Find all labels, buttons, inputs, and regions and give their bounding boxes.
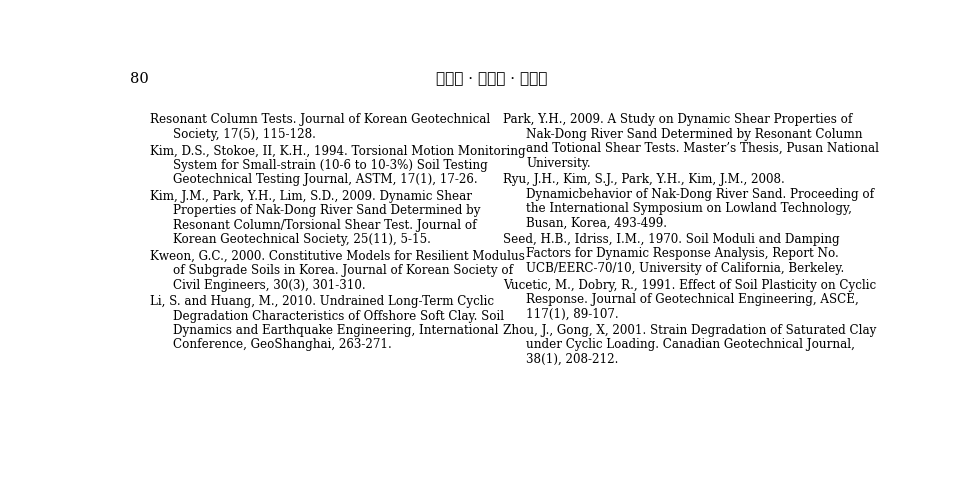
Text: 80: 80 bbox=[129, 72, 149, 86]
Text: Civil Engineers, 30(3), 301-310.: Civil Engineers, 30(3), 301-310. bbox=[174, 278, 366, 291]
Text: Ryu, J.H., Kim, S.J., Park, Y.H., Kim, J.M., 2008.: Ryu, J.H., Kim, S.J., Park, Y.H., Kim, J… bbox=[503, 173, 784, 186]
Text: 117(1), 89-107.: 117(1), 89-107. bbox=[526, 307, 620, 320]
Text: Resonant Column/Torsional Shear Test. Journal of: Resonant Column/Torsional Shear Test. Jo… bbox=[174, 219, 477, 232]
Text: Seed, H.B., Idriss, I.M., 1970. Soil Moduli and Damping: Seed, H.B., Idriss, I.M., 1970. Soil Mod… bbox=[503, 233, 839, 246]
Text: Kim, J.M., Park, Y.H., Lim, S.D., 2009. Dynamic Shear: Kim, J.M., Park, Y.H., Lim, S.D., 2009. … bbox=[150, 190, 472, 203]
Text: of Subgrade Soils in Korea. Journal of Korean Society of: of Subgrade Soils in Korea. Journal of K… bbox=[174, 264, 513, 277]
Text: Li, S. and Huang, M., 2010. Undrained Long-Term Cyclic: Li, S. and Huang, M., 2010. Undrained Lo… bbox=[150, 295, 494, 308]
Text: Park, Y.H., 2009. A Study on Dynamic Shear Properties of: Park, Y.H., 2009. A Study on Dynamic She… bbox=[503, 114, 852, 126]
Text: Vucetic, M., Dobry, R., 1991. Effect of Soil Plasticity on Cyclic: Vucetic, M., Dobry, R., 1991. Effect of … bbox=[503, 278, 876, 291]
Text: Geotechnical Testing Journal, ASTM, 17(1), 17-26.: Geotechnical Testing Journal, ASTM, 17(1… bbox=[174, 173, 478, 186]
Text: University.: University. bbox=[526, 156, 591, 170]
Text: Zhou, J., Gong, X, 2001. Strain Degradation of Saturated Clay: Zhou, J., Gong, X, 2001. Strain Degradat… bbox=[503, 324, 876, 337]
Text: Nak-Dong River Sand Determined by Resonant Column: Nak-Dong River Sand Determined by Resona… bbox=[526, 128, 863, 141]
Text: Society, 17(5), 115-128.: Society, 17(5), 115-128. bbox=[174, 128, 316, 141]
Text: Korean Geotechnical Society, 25(11), 5-15.: Korean Geotechnical Society, 25(11), 5-1… bbox=[174, 233, 432, 246]
Text: UCB/EERC-70/10, University of California, Berkeley.: UCB/EERC-70/10, University of California… bbox=[526, 262, 845, 275]
Text: Kim, D.S., Stokoe, II, K.H., 1994. Torsional Motion Monitoring: Kim, D.S., Stokoe, II, K.H., 1994. Torsi… bbox=[150, 144, 526, 157]
Text: Degradation Characteristics of Offshore Soft Clay. Soil: Degradation Characteristics of Offshore … bbox=[174, 310, 504, 323]
Text: Kweon, G.C., 2000. Constitutive Models for Resilient Modulus: Kweon, G.C., 2000. Constitutive Models f… bbox=[150, 250, 525, 263]
Text: Properties of Nak-Dong River Sand Determined by: Properties of Nak-Dong River Sand Determ… bbox=[174, 204, 480, 217]
Text: 38(1), 208-212.: 38(1), 208-212. bbox=[526, 353, 619, 366]
Text: Dynamics and Earthquake Engineering, International: Dynamics and Earthquake Engineering, Int… bbox=[174, 324, 499, 337]
Text: Response. Journal of Geotechnical Engineering, ASCE,: Response. Journal of Geotechnical Engine… bbox=[526, 293, 859, 306]
Text: Dynamicbehavior of Nak-Dong River Sand. Proceeding of: Dynamicbehavior of Nak-Dong River Sand. … bbox=[526, 188, 875, 201]
Text: 전홍우 · 손수원 · 김진만: 전홍우 · 손수원 · 김진만 bbox=[435, 72, 548, 86]
Text: under Cyclic Loading. Canadian Geotechnical Journal,: under Cyclic Loading. Canadian Geotechni… bbox=[526, 338, 855, 352]
Text: Busan, Korea, 493-499.: Busan, Korea, 493-499. bbox=[526, 217, 667, 230]
Text: Resonant Column Tests. Journal of Korean Geotechnical: Resonant Column Tests. Journal of Korean… bbox=[150, 114, 490, 126]
Text: Factors for Dynamic Response Analysis, Report No.: Factors for Dynamic Response Analysis, R… bbox=[526, 248, 839, 260]
Text: and Totional Shear Tests. Master’s Thesis, Pusan National: and Totional Shear Tests. Master’s Thesi… bbox=[526, 142, 879, 155]
Text: Conference, GeoShanghai, 263-271.: Conference, GeoShanghai, 263-271. bbox=[174, 338, 392, 352]
Text: System for Small-strain (10-6 to 10-3%) Soil Testing: System for Small-strain (10-6 to 10-3%) … bbox=[174, 159, 488, 172]
Text: the International Symposium on Lowland Technology,: the International Symposium on Lowland T… bbox=[526, 202, 853, 215]
